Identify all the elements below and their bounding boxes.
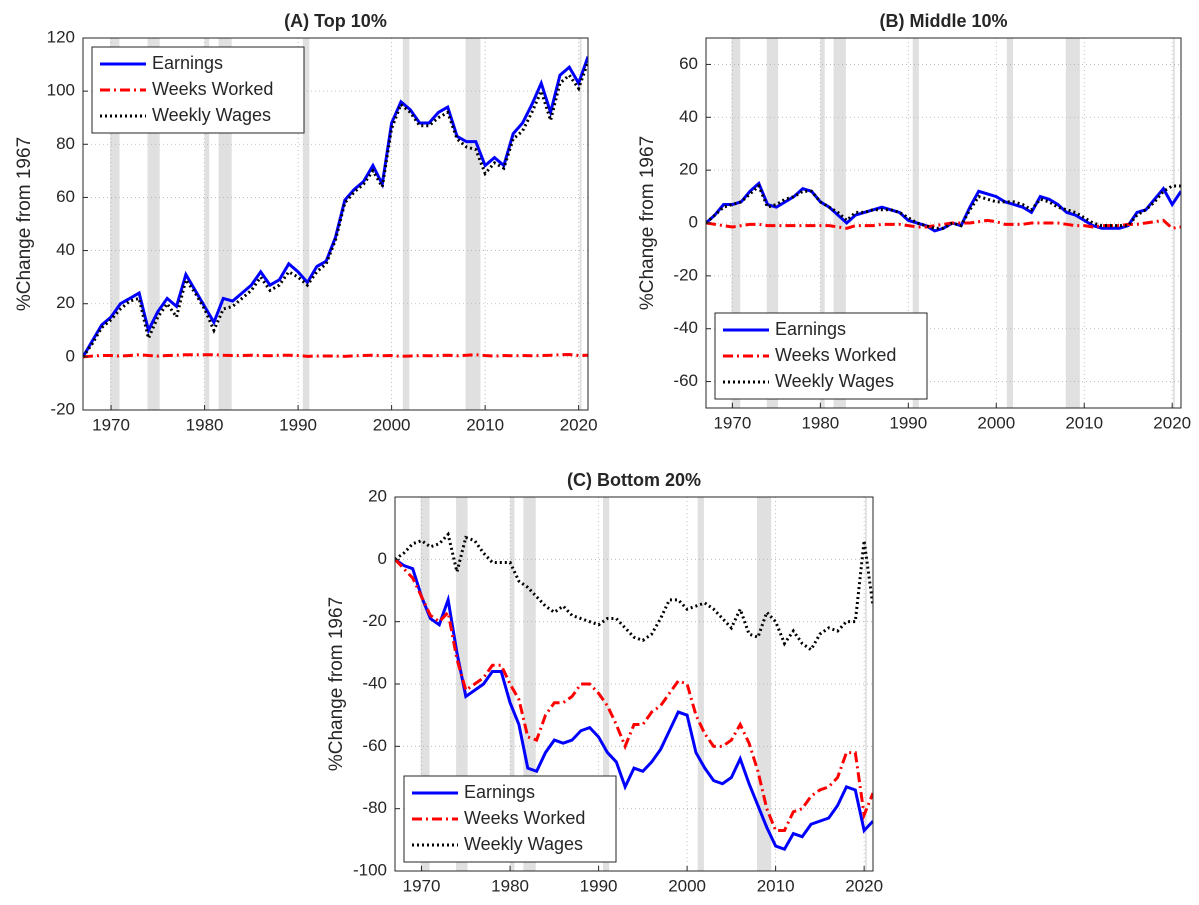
recession-band <box>302 38 310 410</box>
series-line <box>395 558 873 832</box>
legend-label: Earnings <box>152 53 223 73</box>
y-tick-label: 40 <box>56 240 75 259</box>
y-axis-label: %Change from 1967 <box>326 597 347 771</box>
y-tick-label: 20 <box>679 160 698 179</box>
series-line <box>83 56 588 358</box>
legend-label: Weeks Worked <box>464 808 585 828</box>
y-tick-label: -100 <box>353 860 387 879</box>
y-tick-label: -20 <box>362 611 387 630</box>
x-tick-label: 2020 <box>560 415 598 434</box>
chart-title: (C) Bottom 20% <box>567 470 701 490</box>
recession-band <box>766 38 779 408</box>
y-tick-label: 20 <box>368 486 387 505</box>
recession-band <box>579 38 582 410</box>
x-tick-label: 1990 <box>889 413 927 432</box>
x-tick-label: 1970 <box>713 413 751 432</box>
recession-band <box>420 497 430 871</box>
x-tick-label: 2010 <box>466 415 504 434</box>
y-tick-label: -80 <box>362 798 387 817</box>
x-tick-label: 2020 <box>1153 413 1191 432</box>
legend-label: Weeks Worked <box>152 79 273 99</box>
series-line <box>395 558 873 852</box>
x-tick-label: 1980 <box>491 876 529 895</box>
legend-label: Earnings <box>464 782 535 802</box>
legend-label: Weekly Wages <box>775 371 894 391</box>
x-tick-label: 1970 <box>92 415 130 434</box>
x-tick-label: 2010 <box>1065 413 1103 432</box>
legend-label: Weekly Wages <box>464 834 583 854</box>
x-tick-label: 1980 <box>186 415 224 434</box>
series-line <box>706 183 1181 230</box>
x-tick-label: 2000 <box>373 415 411 434</box>
y-tick-label: 100 <box>47 81 75 100</box>
y-tick-label: -40 <box>673 318 698 337</box>
axes-box <box>82 37 589 411</box>
recession-band <box>465 38 481 410</box>
series-line <box>83 61 588 358</box>
x-tick-label: 1980 <box>801 413 839 432</box>
recession-band <box>402 38 410 410</box>
x-tick-label: 2000 <box>977 413 1015 432</box>
y-tick-label: -20 <box>673 265 698 284</box>
recession-band <box>697 497 704 871</box>
recession-band <box>1173 38 1175 408</box>
x-tick-label: 2020 <box>845 876 883 895</box>
y-tick-label: -60 <box>673 371 698 390</box>
x-tick-label: 2000 <box>668 876 706 895</box>
recession-band <box>865 497 867 871</box>
series-line <box>83 352 588 359</box>
x-tick-label: 1970 <box>403 876 441 895</box>
recession-band <box>1065 38 1080 408</box>
y-tick-label: 20 <box>56 293 75 312</box>
recession-band <box>110 38 120 410</box>
series-line <box>395 531 873 652</box>
y-tick-label: 60 <box>56 187 75 206</box>
y-tick-label: -60 <box>362 736 387 755</box>
x-tick-label: 2010 <box>757 876 795 895</box>
chart-title: (A) Top 10% <box>284 11 387 31</box>
y-tick-label: -40 <box>362 673 387 692</box>
y-tick-label: -20 <box>50 399 75 418</box>
y-axis-label: %Change from 1967 <box>637 136 658 310</box>
y-tick-label: 60 <box>679 54 698 73</box>
recession-band <box>731 38 741 408</box>
y-axis-label: %Change from 1967 <box>14 137 35 311</box>
y-tick-label: 0 <box>66 346 75 365</box>
recession-band <box>603 497 610 871</box>
recession-band <box>510 497 515 871</box>
plot-area <box>83 38 588 410</box>
y-tick-label: 0 <box>378 549 387 568</box>
legend-label: Weeks Worked <box>775 345 896 365</box>
y-tick-label: 0 <box>689 212 698 231</box>
axes-box <box>394 496 874 872</box>
axes-box <box>705 37 1182 409</box>
y-tick-label: 40 <box>679 107 698 126</box>
chart-title: (B) Middle 10% <box>879 11 1007 31</box>
x-tick-label: 1990 <box>580 876 618 895</box>
x-tick-label: 1990 <box>279 415 317 434</box>
legend-label: Weekly Wages <box>152 105 271 125</box>
recession-band <box>204 38 210 410</box>
y-tick-label: 80 <box>56 134 75 153</box>
y-tick-label: 120 <box>47 27 75 46</box>
legend-label: Earnings <box>775 319 846 339</box>
